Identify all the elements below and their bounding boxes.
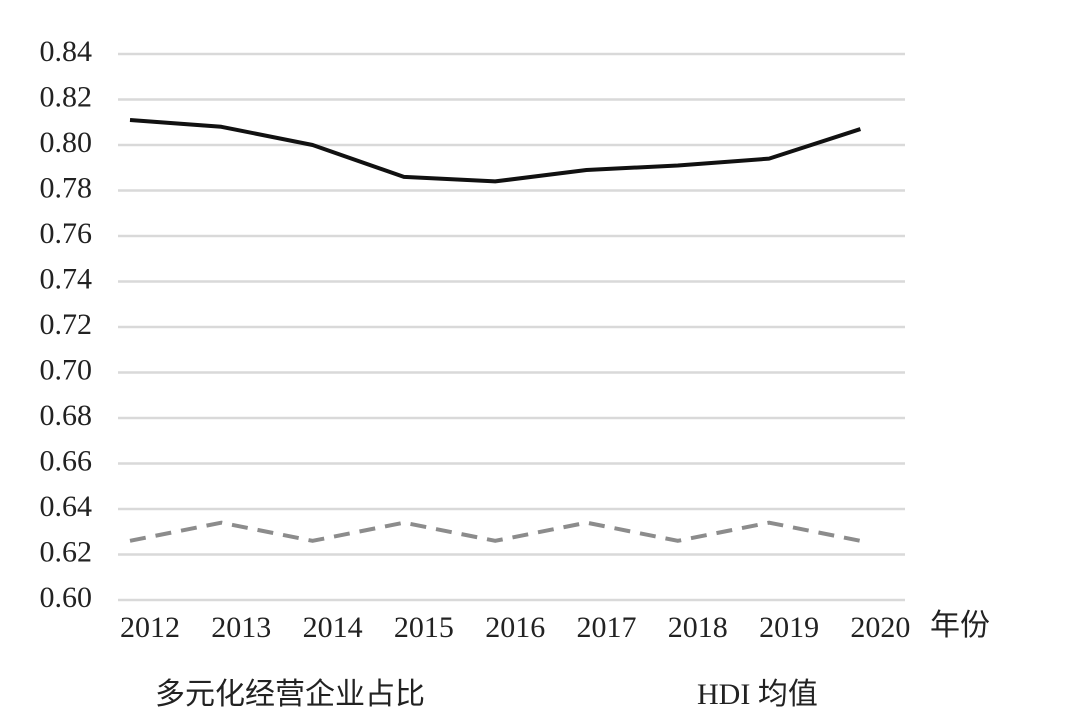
y-tick-label: 0.78	[40, 171, 93, 204]
x-tick-label: 2012	[120, 611, 180, 644]
legend-label: HDI 均值	[697, 678, 818, 711]
line-series	[129, 520, 861, 543]
x-tick-label: 2017	[577, 611, 637, 644]
y-tick-label: 0.80	[40, 126, 93, 159]
y-tick-label: 0.82	[40, 80, 93, 113]
y-tick-label: 0.72	[40, 308, 93, 341]
legend-label: 多元化经营企业占比	[155, 678, 425, 711]
x-tick-label: 2013	[211, 611, 271, 644]
y-tick-label: 0.68	[40, 399, 93, 432]
x-tick-label: 2020	[850, 611, 910, 644]
x-tick-label: 2015	[394, 611, 454, 644]
y-tick-label: 0.62	[40, 535, 93, 568]
line-series	[129, 117, 862, 184]
y-tick-label: 0.76	[40, 217, 93, 250]
x-axis-label: 年份	[930, 609, 990, 642]
y-tick-label: 0.84	[40, 35, 93, 68]
y-tick-label: 0.60	[40, 581, 93, 614]
x-tick-label: 2014	[303, 611, 363, 644]
y-tick-label: 0.66	[40, 444, 93, 477]
y-tick-label: 0.64	[40, 490, 93, 523]
x-tick-label: 2016	[485, 611, 545, 644]
y-tick-label: 0.70	[40, 353, 93, 386]
x-tick-label: 2018	[668, 611, 728, 644]
y-tick-label: 0.74	[40, 262, 93, 295]
x-tick-label: 2019	[759, 611, 819, 644]
